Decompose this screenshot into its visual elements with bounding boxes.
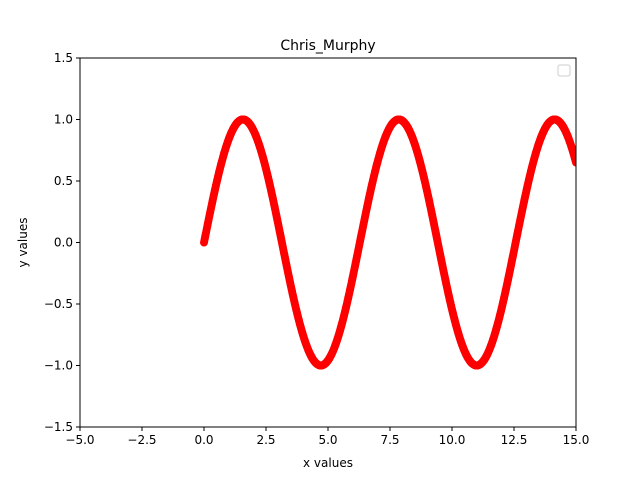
- y-tick-label: −0.5: [44, 297, 73, 311]
- data-series: [200, 115, 576, 370]
- x-axis: −5.0 −2.5 0.0 2.5 5.0 7.5 10.0 12.5 15.0: [65, 427, 589, 447]
- x-tick-label: 2.5: [256, 433, 275, 447]
- y-tick-label: −1.5: [44, 420, 73, 434]
- y-axis: −1.5 −1.0 −0.5 0.0 0.5 1.0 1.5: [44, 51, 80, 434]
- x-tick-label: 7.5: [380, 433, 399, 447]
- x-tick-label: 5.0: [318, 433, 337, 447]
- x-axis-label: x values: [303, 456, 353, 470]
- data-point: [572, 158, 576, 167]
- x-tick-label: −5.0: [65, 433, 94, 447]
- chart-title: Chris_Murphy: [280, 38, 375, 54]
- legend-box: [557, 64, 571, 77]
- y-tick-label: 0.5: [54, 174, 73, 188]
- x-tick-label: 0.0: [194, 433, 213, 447]
- y-tick-label: −1.0: [44, 359, 73, 373]
- y-tick-label: 0.0: [54, 236, 73, 250]
- y-tick-label: 1.0: [54, 113, 73, 127]
- y-tick-label: 1.5: [54, 51, 73, 65]
- x-tick-label: 15.0: [563, 433, 590, 447]
- x-tick-label: 12.5: [501, 433, 528, 447]
- plot-area: [80, 58, 576, 427]
- x-tick-label: 10.0: [439, 433, 466, 447]
- x-tick-label: −2.5: [127, 433, 156, 447]
- y-axis-label: y values: [16, 218, 30, 268]
